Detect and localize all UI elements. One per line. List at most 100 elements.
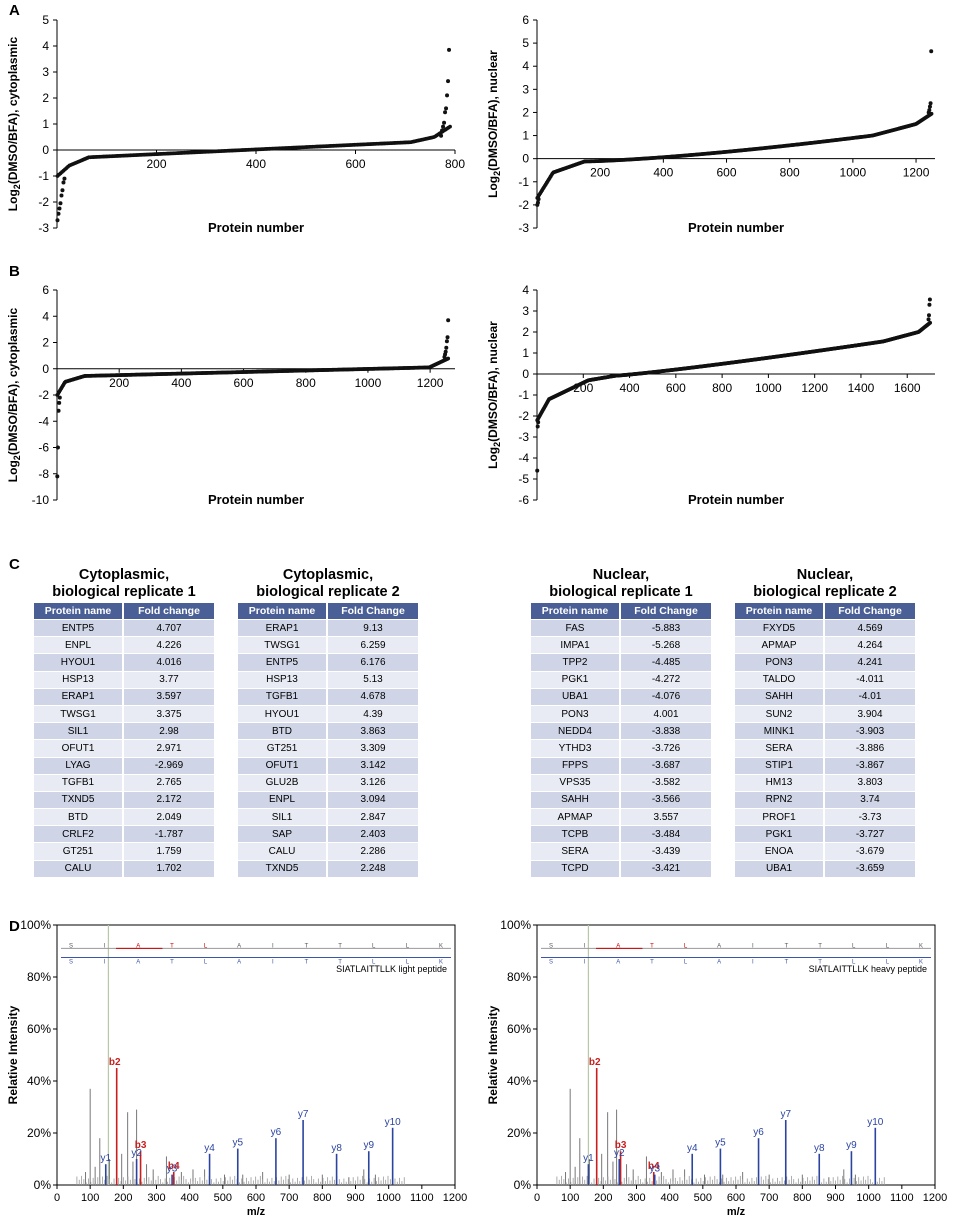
peptide-residue: L xyxy=(204,943,208,949)
x-tick-label: 600 xyxy=(727,1192,745,1204)
fold-change-cell: 9.13 xyxy=(328,619,418,637)
peptide-residue: L xyxy=(406,960,410,966)
y-tick-label: -4 xyxy=(518,451,529,465)
x-tick-label: 1200 xyxy=(801,381,828,395)
fold-change-cell: -3.726 xyxy=(621,739,711,757)
y-ion-label: y9 xyxy=(846,1140,857,1151)
table-row: CALU 2.286 xyxy=(238,842,418,860)
table-row: FAS -5.883 xyxy=(531,619,711,637)
x-axis-label: Protein number xyxy=(208,492,304,507)
fold-change-cell: -4.076 xyxy=(621,687,711,705)
protein-name-cell: HM13 xyxy=(735,773,825,791)
protein-name-cell: YTHD3 xyxy=(531,739,621,757)
fold-change-cell: -3.439 xyxy=(621,842,711,860)
fold-change-cell: 2.98 xyxy=(124,722,214,740)
data-point xyxy=(441,124,446,129)
y-tick-label: -8 xyxy=(38,467,49,481)
peptide-residue: L xyxy=(372,943,376,949)
x-tick-label: 800 xyxy=(793,1192,811,1204)
data-point xyxy=(62,176,67,181)
table-row: ENOA -3.679 xyxy=(735,842,915,860)
fold-change-cell: 5.13 xyxy=(328,670,418,688)
fold-change-cell: 1.702 xyxy=(124,859,214,877)
data-point xyxy=(57,206,62,211)
peptide-residue: T xyxy=(785,943,789,949)
peptide-residue: I xyxy=(104,960,106,966)
protein-name-cell: OFUT1 xyxy=(34,739,124,757)
data-point xyxy=(445,93,450,98)
y-ion-label: y3 xyxy=(167,1164,178,1175)
fold-change-cell: -2.969 xyxy=(124,756,214,774)
peptide-residue: T xyxy=(170,943,174,949)
data-point xyxy=(440,128,445,133)
x-tick-label: 300 xyxy=(147,1192,165,1204)
peptide-residue: T xyxy=(650,960,654,966)
data-point xyxy=(928,101,933,106)
peptide-residue: I xyxy=(104,943,106,949)
table-row: SIL1 2.847 xyxy=(238,808,418,826)
protein-name-cell: TPP2 xyxy=(531,653,621,671)
fold-change-cell: 3.142 xyxy=(328,756,418,774)
x-tick-label: 400 xyxy=(246,157,266,171)
y-ion-label: y1 xyxy=(583,1153,594,1164)
protein-name-cell: VPS35 xyxy=(531,773,621,791)
fold-change-cell: 3.77 xyxy=(124,670,214,688)
peptide-residue: A xyxy=(717,960,721,966)
x-tick-label: 600 xyxy=(717,166,737,180)
protein-table: Protein name Fold Change ERAP1 9.13 TWSG1 6.2… xyxy=(238,603,418,877)
peptide-residue: A xyxy=(717,943,721,949)
data-point xyxy=(57,395,62,400)
fold-change-cell: -3.886 xyxy=(825,739,915,757)
table-row: NEDD4 -3.838 xyxy=(531,722,711,740)
protein-table: Protein name Fold change ENTP5 4.707 ENPL 4.2… xyxy=(34,603,214,877)
y-tick-label: -2 xyxy=(518,198,529,212)
protein-name-cell: TWSG1 xyxy=(238,636,328,654)
peptide-residue: I xyxy=(584,960,586,966)
y-tick-label: -1 xyxy=(518,175,529,189)
peptide-residue: T xyxy=(785,960,789,966)
x-tick-label: 1000 xyxy=(840,166,867,180)
table-title: Nuclear, biological replicate 1 xyxy=(531,567,711,601)
fold-change-cell: -3.679 xyxy=(825,842,915,860)
table-row: TPP2 -4.485 xyxy=(531,653,711,671)
panel-letter-d: D xyxy=(9,918,20,935)
data-point xyxy=(439,133,444,138)
y-ion-label: y1 xyxy=(100,1153,111,1164)
y-tick-label: -2 xyxy=(518,409,529,423)
b-ion-label: b2 xyxy=(109,1057,121,1068)
column-header-protein: Protein name xyxy=(238,603,328,619)
y-tick-label: -4 xyxy=(38,414,49,428)
protein-name-cell: TGFB1 xyxy=(238,687,328,705)
peptide-residue: A xyxy=(136,943,140,949)
table-row: TGFB1 2.765 xyxy=(34,773,214,791)
data-point xyxy=(927,297,932,302)
y-tick-label: 4 xyxy=(42,39,49,53)
peptide-residue: S xyxy=(69,943,73,949)
peptide-residue: T xyxy=(338,943,342,949)
table-row: SAHH -3.566 xyxy=(531,790,711,809)
table-row: APMAP 4.264 xyxy=(735,636,915,654)
y-tick-label: 0 xyxy=(522,152,529,166)
x-tick-label: 1200 xyxy=(417,376,444,390)
y-ion-label: y5 xyxy=(232,1138,243,1149)
data-point xyxy=(445,335,450,340)
b-ion-label: b3 xyxy=(135,1140,147,1151)
table-row: TWSG1 6.259 xyxy=(238,636,418,654)
fold-change-cell: 6.176 xyxy=(328,653,418,671)
peptide-residue: T xyxy=(818,960,822,966)
peptide-residue: I xyxy=(752,960,754,966)
y-tick-label: 3 xyxy=(522,82,529,96)
table-row: UBA1 -4.076 xyxy=(531,687,711,705)
table-row: HSP13 5.13 xyxy=(238,670,418,688)
fold-change-cell: -3.727 xyxy=(825,825,915,843)
protein-name-cell: SAHH xyxy=(735,687,825,705)
table-row: SAHH -4.01 xyxy=(735,687,915,705)
table-row: PGK1 -3.727 xyxy=(735,825,915,843)
x-tick-label: 200 xyxy=(146,157,166,171)
y-tick-label: 1 xyxy=(522,129,529,143)
y-tick-label: 0 xyxy=(522,367,529,381)
protein-name-cell: GT251 xyxy=(238,739,328,757)
fold-change-cell: 2.286 xyxy=(328,842,418,860)
